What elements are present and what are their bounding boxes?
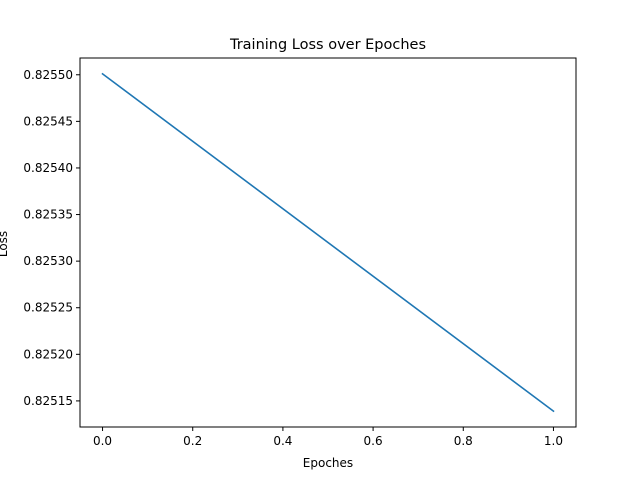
y-tick-label: 0.82535 bbox=[23, 208, 73, 222]
x-axis-label: Epoches bbox=[303, 456, 353, 470]
y-tick-label: 0.82520 bbox=[23, 347, 73, 361]
x-tick-label: 0.8 bbox=[454, 434, 473, 448]
x-tick-label: 0.6 bbox=[364, 434, 383, 448]
x-tick-label: 0.2 bbox=[183, 434, 202, 448]
series-layer bbox=[101, 72, 555, 413]
y-tick-label: 0.82545 bbox=[23, 114, 73, 128]
x-tick-label: 0.4 bbox=[273, 434, 292, 448]
y-tick-label: 0.82540 bbox=[23, 161, 73, 175]
x-tick-label: 0.0 bbox=[93, 434, 112, 448]
x-tick-label: 1.0 bbox=[544, 434, 563, 448]
y-tick-label: 0.82530 bbox=[23, 254, 73, 268]
y-tick-label: 0.82550 bbox=[23, 68, 73, 82]
chart-title: Training Loss over Epoches bbox=[229, 37, 426, 53]
plot-frame bbox=[79, 57, 577, 428]
loss-series-line bbox=[101, 72, 555, 413]
y-tick-label: 0.82525 bbox=[23, 301, 73, 315]
y-tick-label: 0.82515 bbox=[23, 394, 73, 408]
y-axis-label: Loss bbox=[0, 231, 10, 257]
ticks-layer: 0.0 0.2 0.4 0.6 0.8 1.0 0.82515 0.82520 0.82525 0… bbox=[23, 68, 563, 448]
